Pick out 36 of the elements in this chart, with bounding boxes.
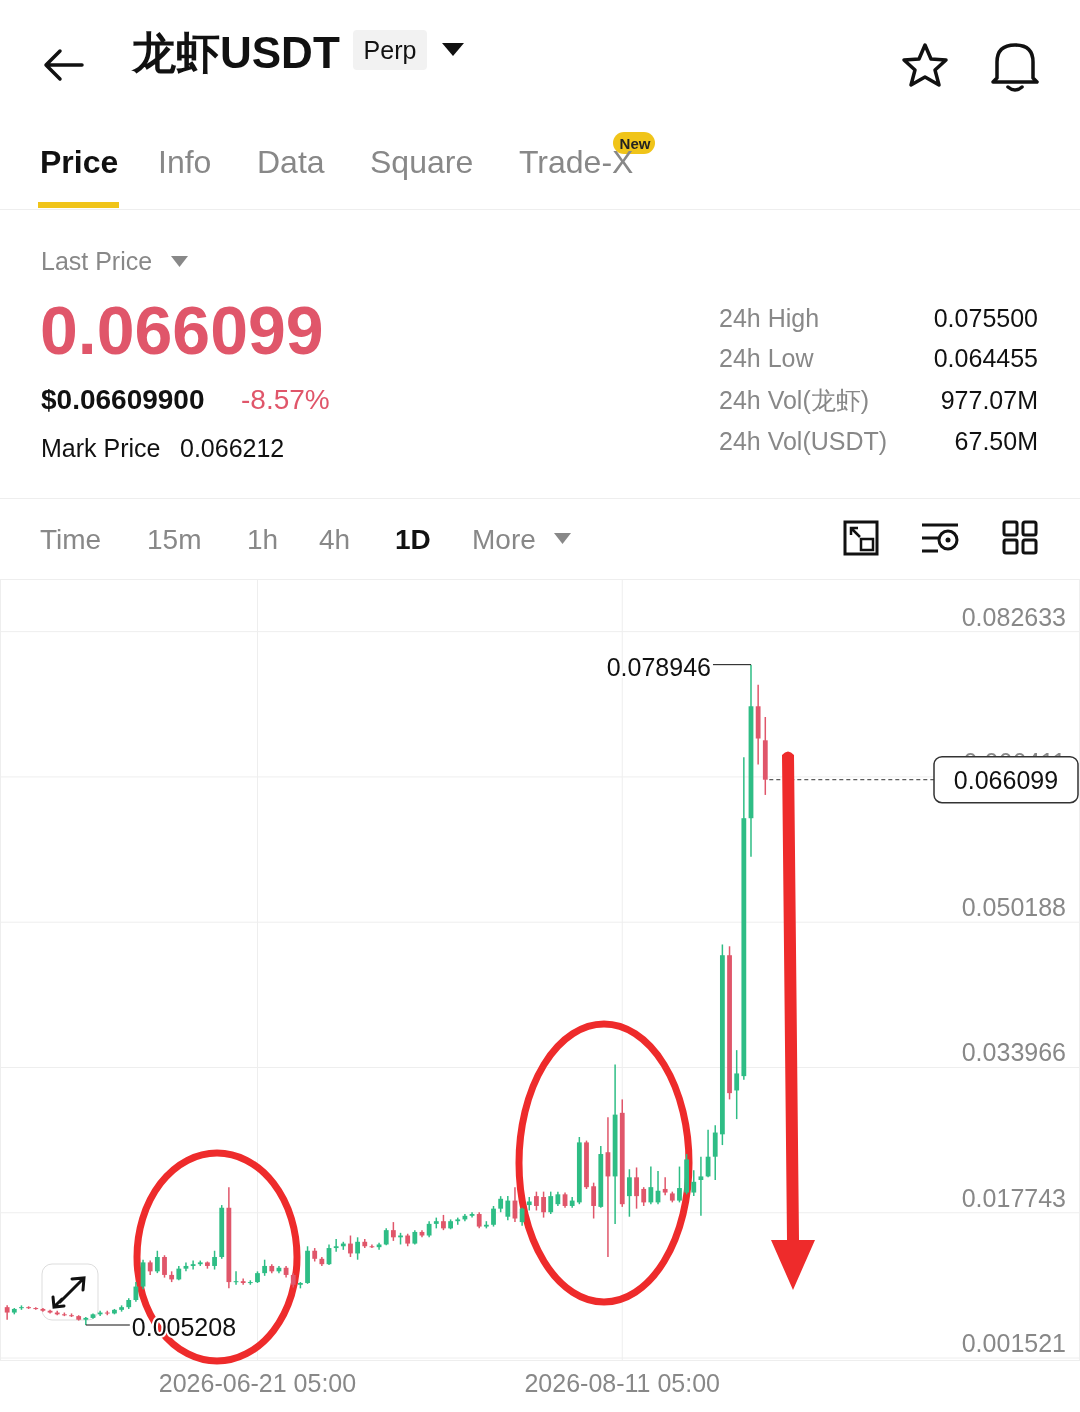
y-tick-label: 0.050188 xyxy=(961,893,1066,922)
text: -8.57% xyxy=(241,383,330,415)
text: Time xyxy=(40,523,102,555)
text: Mark Price xyxy=(41,434,161,462)
text: 1D xyxy=(395,523,431,555)
y-tick-label: 0.017743 xyxy=(961,1183,1066,1212)
x-tick-label: 2026-06-21 05:00 xyxy=(158,1369,357,1397)
text: 24h Low xyxy=(719,344,815,372)
text: 977.07M xyxy=(940,386,1038,414)
text: 0.066212 xyxy=(180,434,285,462)
text: Data xyxy=(257,144,325,180)
text: New xyxy=(619,134,651,152)
y-tick-label: 0.082633 xyxy=(961,602,1066,631)
text: 0.066099 xyxy=(40,292,324,368)
ref-line-label: 0.066099 xyxy=(953,765,1059,794)
text: 24h High xyxy=(719,304,820,332)
text: Price xyxy=(40,144,119,180)
text: $0.06609900 xyxy=(41,383,205,415)
text: 0.075500 xyxy=(933,304,1038,332)
y-tick-label: 0.033966 xyxy=(961,1038,1066,1067)
x-tick-label: 2026-08-11 05:00 xyxy=(524,1369,721,1397)
text: Info xyxy=(158,144,212,180)
text: 0.064455 xyxy=(933,344,1038,372)
text: 4h xyxy=(319,523,351,555)
text: Last Price xyxy=(41,247,153,275)
text: 67.50M xyxy=(954,427,1038,455)
text: 15m xyxy=(147,523,202,555)
text: 1h xyxy=(247,523,279,555)
text: 24h Vol(USDT) xyxy=(719,427,888,455)
chart-title: 龙虾USDT xyxy=(131,27,340,77)
text: 24h Vol(龙虾) xyxy=(719,386,870,414)
annotation: 0.078946 xyxy=(606,652,711,681)
text: Square xyxy=(370,144,474,180)
chart-subtitle: Perp xyxy=(363,36,417,64)
text: More xyxy=(472,523,536,555)
y-tick-label: 0.001521 xyxy=(961,1329,1066,1358)
